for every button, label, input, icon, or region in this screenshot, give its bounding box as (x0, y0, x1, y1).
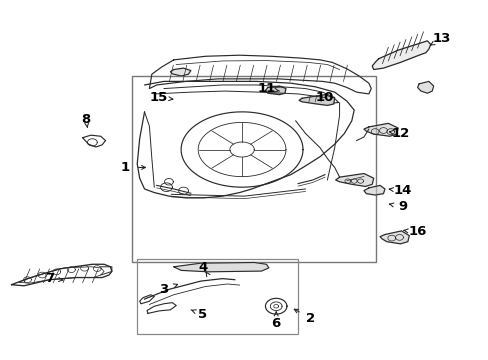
Polygon shape (299, 95, 334, 105)
Polygon shape (379, 231, 408, 244)
Bar (132, 76, 375, 262)
Polygon shape (417, 81, 433, 93)
Text: 14: 14 (393, 184, 411, 197)
Text: 16: 16 (407, 225, 426, 238)
Polygon shape (265, 86, 285, 95)
Polygon shape (170, 68, 190, 76)
Text: 12: 12 (390, 127, 409, 140)
Text: 2: 2 (305, 311, 314, 325)
Text: 1: 1 (120, 161, 129, 174)
Polygon shape (173, 262, 268, 272)
Text: 6: 6 (271, 317, 280, 330)
Text: 3: 3 (159, 283, 168, 296)
Polygon shape (363, 123, 397, 136)
Text: 8: 8 (81, 113, 90, 126)
Bar (137, 259, 298, 334)
Text: 4: 4 (198, 261, 207, 274)
Text: 13: 13 (432, 32, 450, 45)
Text: 7: 7 (45, 272, 54, 285)
Text: 9: 9 (398, 201, 407, 213)
Text: 15: 15 (150, 91, 168, 104)
Polygon shape (363, 185, 384, 195)
Polygon shape (371, 41, 430, 69)
Text: 11: 11 (257, 82, 275, 95)
Polygon shape (335, 174, 373, 186)
Text: 5: 5 (198, 308, 207, 321)
Text: 10: 10 (315, 91, 333, 104)
